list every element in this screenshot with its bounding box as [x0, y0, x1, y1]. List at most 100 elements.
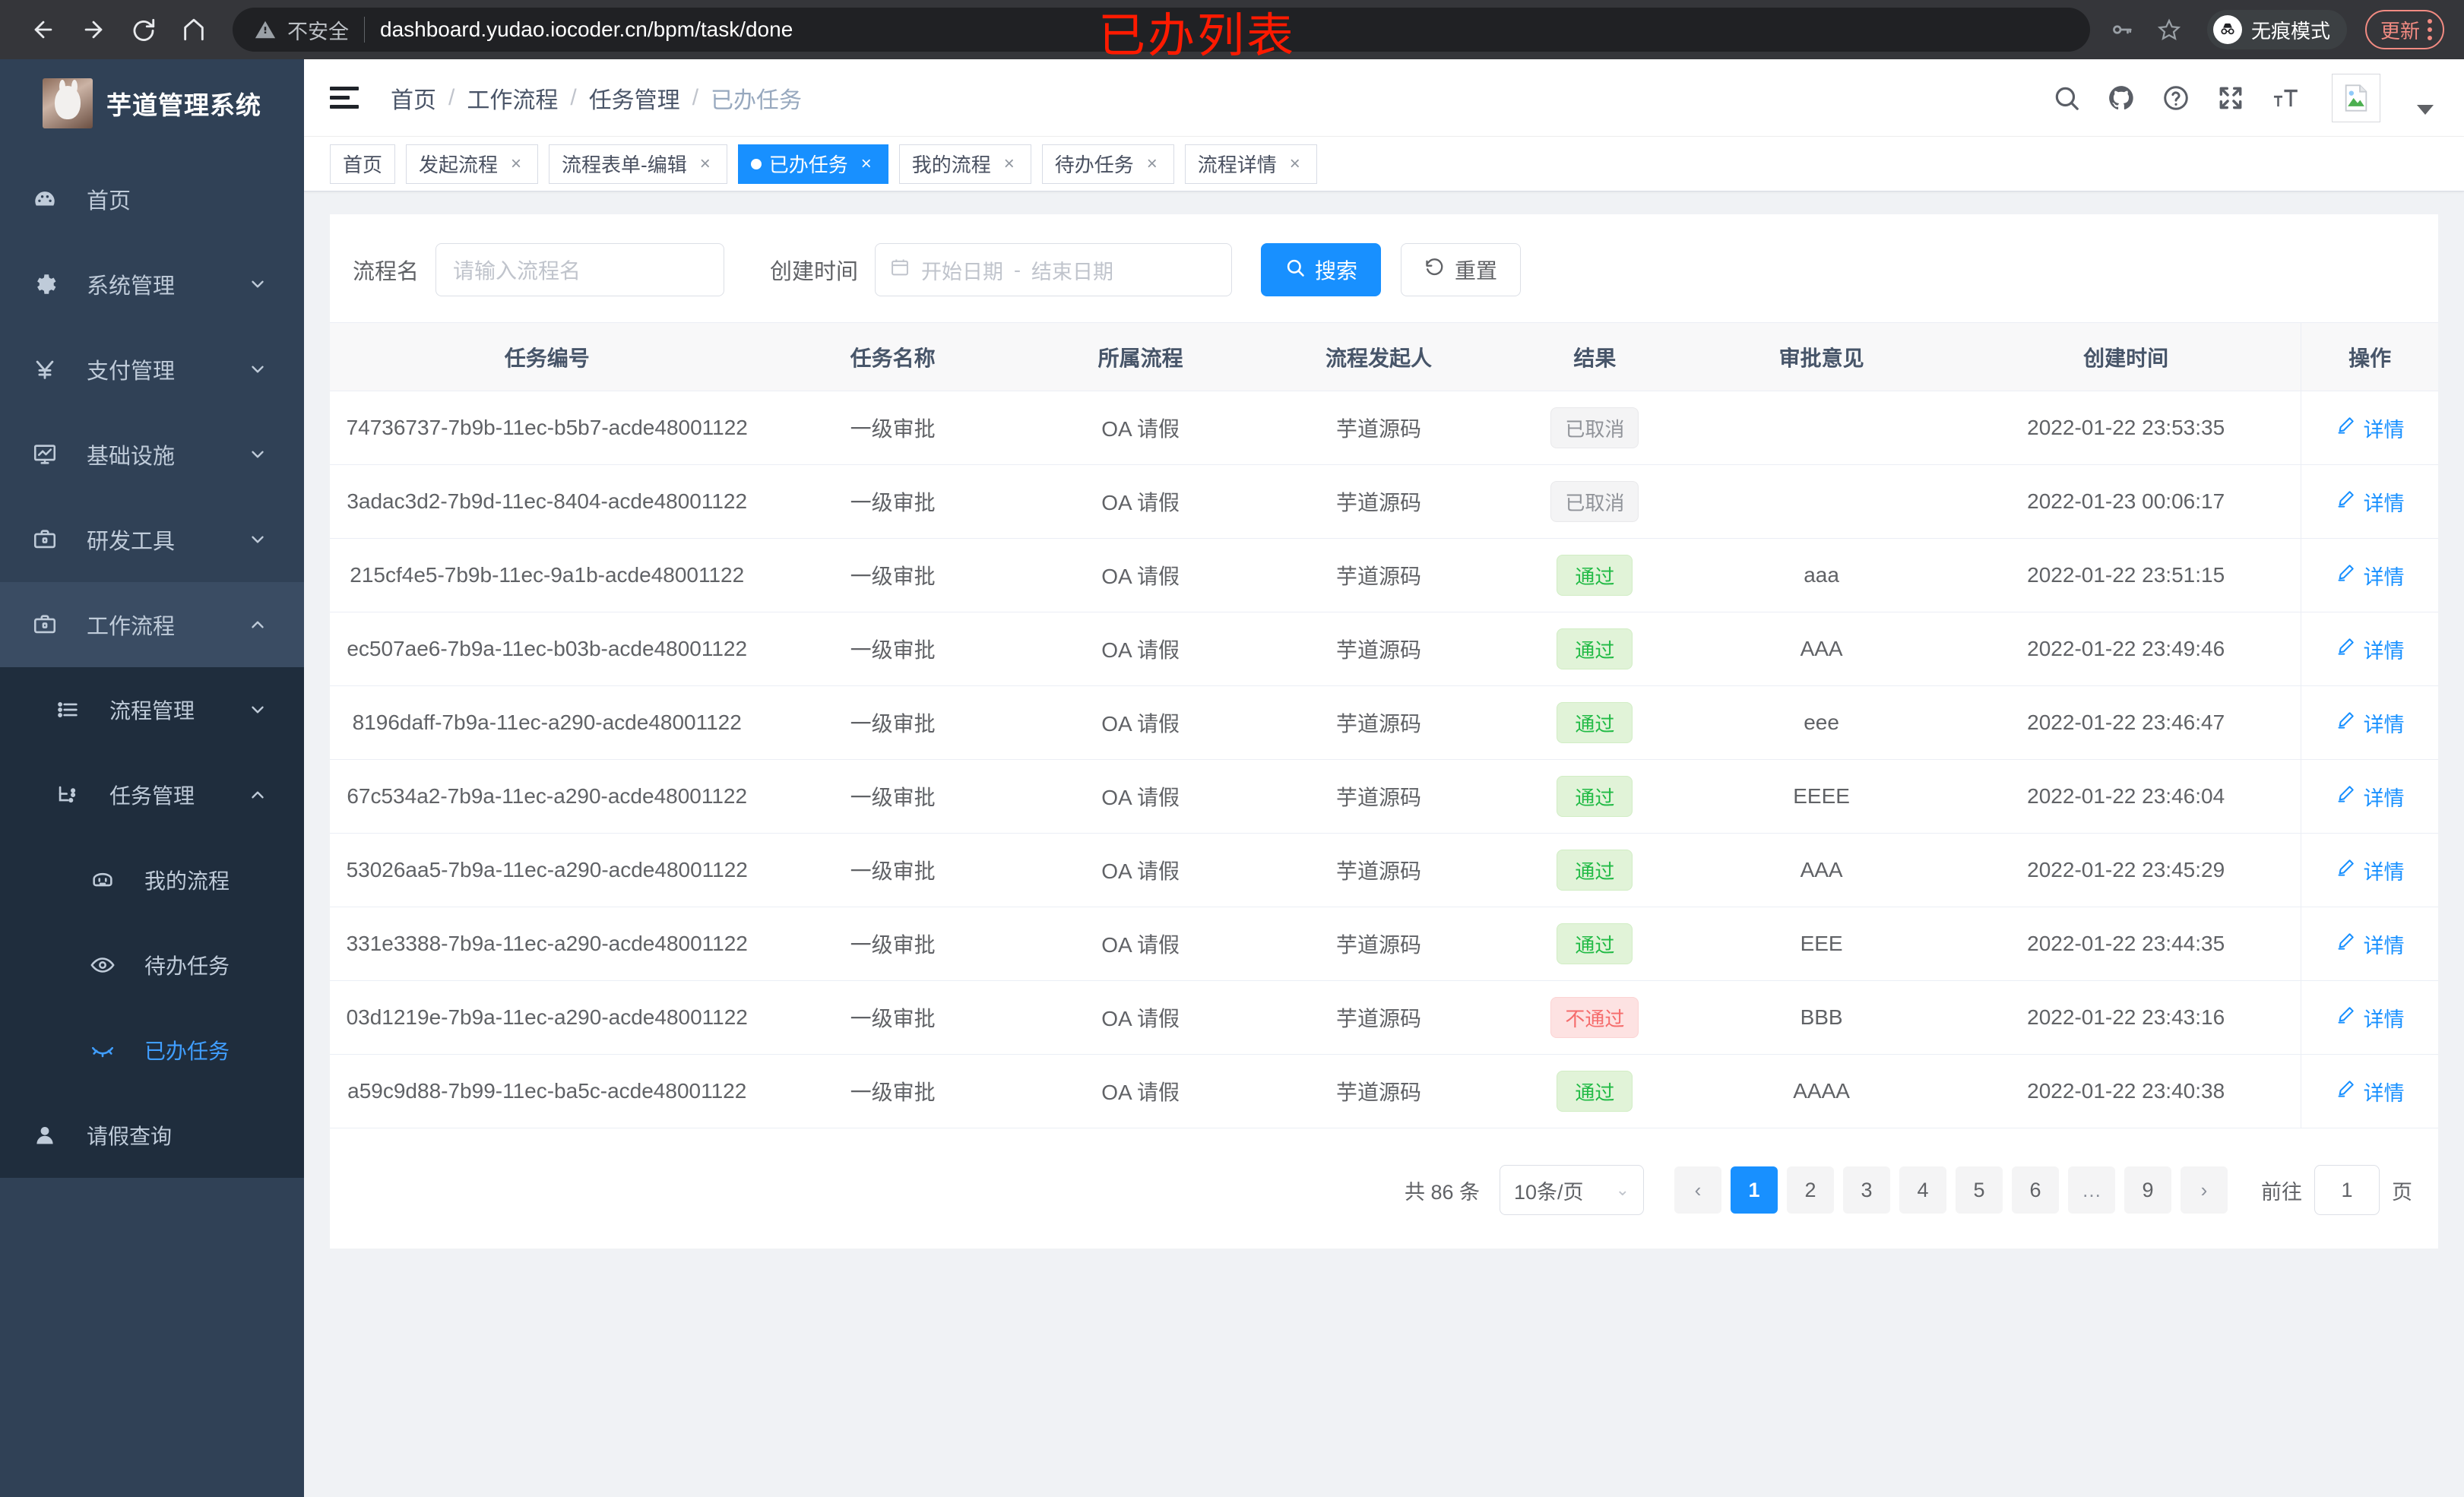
breadcrumb-separator: /: [692, 84, 699, 110]
pagination-total: 共 86 条: [1404, 1180, 1480, 1204]
update-button[interactable]: 更新: [2364, 10, 2444, 49]
close-icon[interactable]: ×: [1146, 153, 1158, 174]
process-name-input[interactable]: 请输入流程名: [435, 243, 725, 296]
detail-button[interactable]: 详情: [2336, 1077, 2405, 1106]
pagination-page-4[interactable]: 4: [1899, 1166, 1946, 1214]
tag-todo-task[interactable]: 待办任务 ×: [1041, 144, 1174, 184]
cell-process: OA 请假: [1021, 538, 1260, 612]
browser-reload-button[interactable]: [120, 6, 167, 53]
sidebar-item-workflow[interactable]: 工作流程: [0, 582, 304, 667]
sidebar-item-process-manage[interactable]: 流程管理: [0, 667, 304, 752]
pagination-page-2[interactable]: 2: [1787, 1166, 1834, 1214]
detail-button[interactable]: 详情: [2336, 413, 2405, 443]
pagination-page-1[interactable]: 1: [1731, 1166, 1778, 1214]
sidebar-item-system[interactable]: 系统管理: [0, 242, 304, 327]
tag-start-process[interactable]: 发起流程 ×: [406, 144, 539, 184]
sidebar-item-leave-query[interactable]: 请假查询: [0, 1093, 304, 1178]
cell-initiator: 芋道源码: [1259, 612, 1498, 686]
create-time-range-picker[interactable]: 开始日期 - 结束日期: [875, 243, 1233, 296]
eye-icon: [90, 952, 128, 978]
address-bar[interactable]: 不安全 dashboard.yudao.iocoder.cn/bpm/task/…: [233, 8, 2090, 52]
sidebar-item-infrastructure[interactable]: 基础设施: [0, 412, 304, 497]
detail-button[interactable]: 详情: [2336, 782, 2405, 812]
pagination-next-button[interactable]: ›: [2181, 1166, 2228, 1214]
sidebar-toggle-icon[interactable]: [330, 87, 359, 109]
column-header-initiator: 流程发起人: [1259, 322, 1498, 391]
search-icon[interactable]: [2052, 84, 2081, 112]
pagination-page-9[interactable]: 9: [2124, 1166, 2171, 1214]
tag-my-process[interactable]: 我的流程 ×: [898, 144, 1031, 184]
breadcrumb-item-workflow[interactable]: 工作流程: [467, 87, 559, 113]
detail-button[interactable]: 详情: [2336, 635, 2405, 664]
help-icon[interactable]: [2162, 84, 2190, 112]
user-dropdown-caret-icon[interactable]: [2417, 104, 2434, 115]
status-badge: 通过: [1557, 923, 1633, 964]
incognito-indicator[interactable]: 无痕模式: [2206, 10, 2347, 49]
close-icon[interactable]: ×: [1003, 153, 1015, 174]
sidebar-item-task-manage[interactable]: 任务管理: [0, 752, 304, 837]
github-icon[interactable]: [2107, 84, 2136, 112]
pagination-prev-button[interactable]: ‹: [1674, 1166, 1721, 1214]
tag-done-task[interactable]: 已办任务 ×: [737, 144, 888, 184]
close-icon[interactable]: ×: [860, 153, 872, 174]
close-icon[interactable]: ×: [699, 153, 711, 174]
browser-forward-button[interactable]: [70, 6, 117, 53]
gear-icon: [32, 271, 70, 297]
chrome-menu-icon[interactable]: [2428, 19, 2432, 40]
breadcrumb-item-home[interactable]: 首页: [391, 87, 436, 113]
password-key-icon[interactable]: [2102, 10, 2142, 49]
detail-button[interactable]: 详情: [2336, 929, 2405, 959]
cell-process: OA 请假: [1021, 464, 1260, 539]
browser-back-button[interactable]: [20, 6, 67, 53]
pencil-icon: [2336, 1005, 2356, 1030]
cell-result: 不通过: [1497, 980, 1692, 1055]
cell-task-id: 331e3388-7b9a-11ec-a290-acde48001122: [330, 907, 765, 981]
sidebar-item-label: 研发工具: [87, 530, 176, 554]
pagination-page-5[interactable]: 5: [1956, 1166, 2003, 1214]
sidebar-item-label: 系统管理: [87, 274, 176, 299]
font-size-icon[interactable]: [2271, 84, 2300, 112]
cell-initiator: 芋道源码: [1259, 391, 1498, 465]
search-button[interactable]: 搜索: [1261, 243, 1382, 296]
reset-button[interactable]: 重置: [1401, 243, 1522, 296]
sidebar-logo[interactable]: 芋道管理系统: [0, 59, 304, 147]
detail-button[interactable]: 详情: [2336, 856, 2405, 885]
pencil-icon: [2336, 931, 2356, 957]
tag-process-form-edit[interactable]: 流程表单-编辑 ×: [549, 144, 727, 184]
cell-result: 通过: [1497, 1054, 1692, 1128]
detail-label: 详情: [2363, 1081, 2405, 1105]
cell-task-name: 一级审批: [764, 907, 1021, 981]
sidebar-item-my-process[interactable]: 我的流程: [0, 837, 304, 923]
tag-home[interactable]: 首页: [330, 144, 396, 184]
sidebar-item-done-task[interactable]: 已办任务: [0, 1008, 304, 1093]
page-jump-input[interactable]: 1: [2314, 1165, 2380, 1215]
cell-create-time: 2022-01-22 23:46:04: [1951, 759, 2301, 834]
sidebar-item-home[interactable]: 首页: [0, 157, 304, 242]
cell-initiator: 芋道源码: [1259, 1054, 1498, 1128]
pagination-page-3[interactable]: 3: [1843, 1166, 1890, 1214]
search-button-label: 搜索: [1315, 259, 1358, 283]
detail-button[interactable]: 详情: [2336, 561, 2405, 590]
bookmark-star-icon[interactable]: [2149, 10, 2189, 49]
sidebar-item-todo-task[interactable]: 待办任务: [0, 923, 304, 1008]
pagination-page-6[interactable]: 6: [2012, 1166, 2059, 1214]
pagination-ellipsis[interactable]: …: [2068, 1166, 2115, 1214]
tag-process-detail[interactable]: 流程详情 ×: [1184, 144, 1317, 184]
browser-home-button[interactable]: [170, 6, 217, 53]
detail-button[interactable]: 详情: [2336, 708, 2405, 738]
sidebar-item-devtools[interactable]: 研发工具: [0, 497, 304, 582]
detail-button[interactable]: 详情: [2336, 487, 2405, 517]
status-badge: 已取消: [1550, 481, 1639, 522]
sidebar-item-payment[interactable]: 支付管理: [0, 327, 304, 412]
pencil-icon: [2336, 415, 2356, 441]
tag-label: 首页: [343, 153, 383, 176]
breadcrumb-item-task-manage[interactable]: 任务管理: [588, 87, 680, 113]
fullscreen-icon[interactable]: [2216, 84, 2245, 112]
page-jump-value: 1: [2341, 1178, 2353, 1201]
close-icon[interactable]: ×: [511, 153, 522, 174]
close-icon[interactable]: ×: [1289, 153, 1300, 174]
avatar[interactable]: [2332, 73, 2380, 122]
sidebar-item-label: 请假查询: [87, 1125, 173, 1148]
detail-button[interactable]: 详情: [2336, 1003, 2405, 1033]
page-size-select[interactable]: 10条/页 ⌄: [1500, 1165, 1644, 1215]
